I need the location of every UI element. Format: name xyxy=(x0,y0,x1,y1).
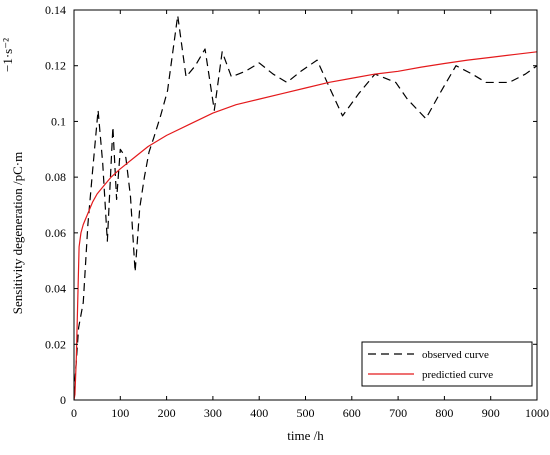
y-axis-label-superscript: −1·s⁻² xyxy=(0,38,15,72)
x-tick-label: 0 xyxy=(71,406,77,420)
axes-layer: 0 100 200 300 400 500 600 700 800 900 1000 0 0.02 0.0… xyxy=(45,3,549,420)
x-tick-label: 500 xyxy=(297,406,315,420)
x-tick-label: 1000 xyxy=(525,406,549,420)
legend: observed curve predictied curve xyxy=(361,341,533,387)
y-tick-label: 0.14 xyxy=(45,3,66,17)
plot-background xyxy=(74,10,537,400)
x-tick-label: 600 xyxy=(343,406,361,420)
y-tick-label: 0.06 xyxy=(45,226,66,240)
x-tick-label: 300 xyxy=(204,406,222,420)
legend-label: predictied curve xyxy=(422,369,493,381)
x-tick-label: 900 xyxy=(482,406,500,420)
x-axis-label: time /h xyxy=(287,428,324,443)
legend-label: observed curve xyxy=(422,349,489,361)
x-tick-label: 400 xyxy=(250,406,268,420)
plot-area xyxy=(74,10,537,400)
x-tick-label: 100 xyxy=(111,406,129,420)
series-layer xyxy=(74,14,537,400)
x-tick-label: 800 xyxy=(435,406,453,420)
y-tick-label: 0.08 xyxy=(45,170,66,184)
y-tick-label: 0.02 xyxy=(45,337,66,351)
y-axis-label: Sensitivity degeneration /pC·m xyxy=(10,152,25,314)
legend-box xyxy=(361,341,533,387)
x-tick-label: 700 xyxy=(389,406,407,420)
series-line-observed xyxy=(74,14,537,395)
series-line-predicted xyxy=(74,51,537,400)
y-tick-label: 0.04 xyxy=(45,282,66,296)
y-tick-label: 0.12 xyxy=(45,59,66,73)
y-tick-label: 0.1 xyxy=(51,114,66,128)
x-tick-label: 200 xyxy=(158,406,176,420)
y-tick-label: 0 xyxy=(60,393,66,407)
